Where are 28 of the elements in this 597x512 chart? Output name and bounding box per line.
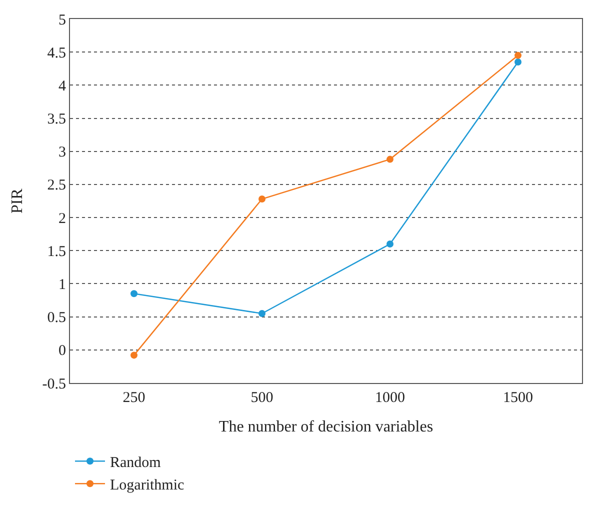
point xyxy=(386,240,394,248)
y-tick-label: 3.5 xyxy=(47,112,66,128)
point xyxy=(258,310,266,318)
legend-label: Random xyxy=(110,454,162,471)
y-tick-label: 0 xyxy=(58,343,66,360)
point xyxy=(386,156,394,163)
point xyxy=(130,352,138,359)
x-tick-label: 250 xyxy=(122,390,146,406)
y-tick-label: 4 xyxy=(58,78,66,94)
point xyxy=(258,196,266,203)
y-tick-label: -0.5 xyxy=(42,376,66,392)
x-axis-title: The number of decision variables xyxy=(218,418,434,436)
x-tick-label: 1000 xyxy=(375,390,405,406)
legend-label: Logarithmic xyxy=(110,477,184,494)
y-tick-label: 1.5 xyxy=(47,244,66,260)
y-axis-title: PIR xyxy=(9,188,26,214)
x-tick-label: 500 xyxy=(250,390,274,406)
y-tick-label: 0.5 xyxy=(47,310,66,326)
x-tick-label: 1500 xyxy=(503,390,533,406)
y-tick-label: 3 xyxy=(58,144,66,161)
point xyxy=(514,52,522,59)
y-tick-label: 5 xyxy=(58,12,66,28)
point xyxy=(514,58,522,66)
y-tick-label: 1 xyxy=(58,276,66,293)
point xyxy=(130,290,138,298)
y-tick-label: 4.5 xyxy=(47,45,66,62)
y-tick-label: 2 xyxy=(58,210,66,227)
y-tick-label: 2.5 xyxy=(47,178,66,194)
